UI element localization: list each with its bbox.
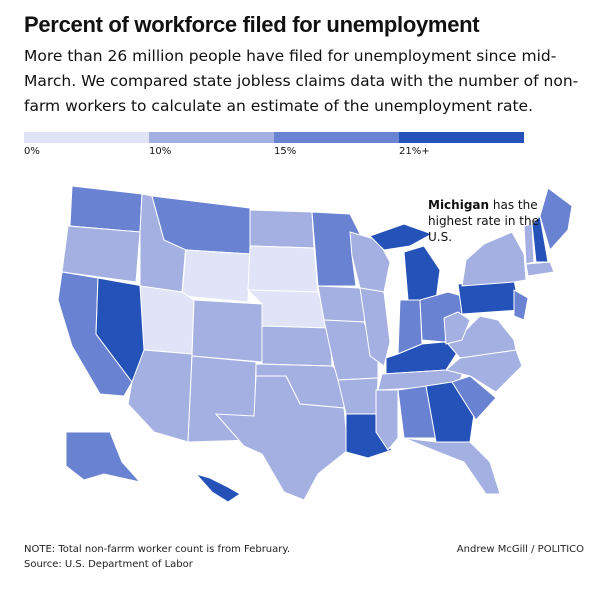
state xyxy=(139,285,195,355)
legend-swatch xyxy=(274,132,399,143)
legend-label: 15% xyxy=(274,146,297,157)
credit: Andrew McGill / POLITICO xyxy=(456,544,584,555)
state xyxy=(369,223,434,251)
legend-swatch xyxy=(399,132,524,143)
legend-swatch xyxy=(149,132,274,143)
state xyxy=(451,375,497,421)
state xyxy=(447,315,517,359)
state xyxy=(443,311,471,345)
state xyxy=(65,431,142,483)
annotation: Michigan has the highest rate in the U.S… xyxy=(428,197,546,245)
state xyxy=(525,261,555,277)
state xyxy=(403,437,501,495)
state xyxy=(69,185,143,233)
annotation-text: has the highest rate in the U.S. xyxy=(428,198,539,244)
legend-swatch xyxy=(24,132,149,143)
state xyxy=(181,249,251,303)
legend-label: 0% xyxy=(24,146,40,157)
subtitle: More than 26 million people have filed f… xyxy=(24,47,579,115)
state xyxy=(513,289,529,321)
state xyxy=(249,209,315,249)
legend-label: 10% xyxy=(149,146,172,157)
state xyxy=(359,287,391,367)
note: NOTE: Total non-farrm worker count is fr… xyxy=(24,544,291,555)
state xyxy=(214,375,349,501)
state xyxy=(523,223,535,265)
annotation-bold: Michigan xyxy=(428,198,490,212)
source: Source: U.S. Department of Labor xyxy=(24,559,193,570)
state xyxy=(261,325,333,367)
state xyxy=(461,231,527,287)
state xyxy=(191,299,263,363)
state xyxy=(539,187,573,251)
state xyxy=(61,225,141,283)
state xyxy=(375,389,399,451)
title: Percent of workforce filed for unemploym… xyxy=(24,12,480,37)
legend-label: 21%+ xyxy=(399,146,430,157)
state xyxy=(403,245,441,301)
state xyxy=(194,473,241,503)
state xyxy=(247,245,319,293)
